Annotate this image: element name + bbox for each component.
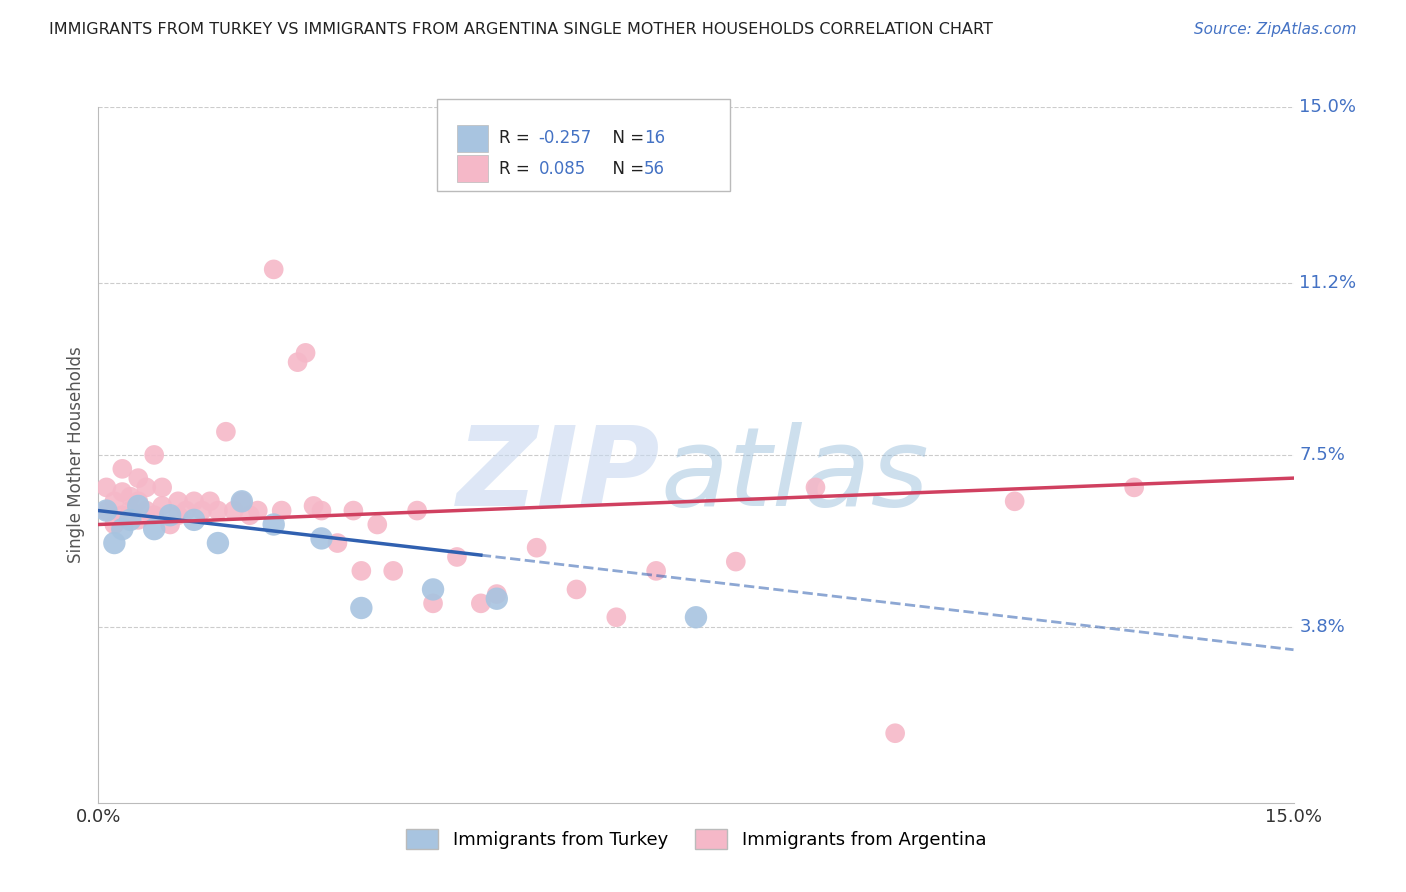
Point	[302, 499, 325, 513]
Point	[127, 494, 149, 508]
Point	[485, 591, 508, 606]
Point	[350, 601, 373, 615]
Point	[127, 513, 149, 527]
Text: N =: N =	[602, 160, 650, 178]
Point	[135, 480, 157, 494]
Text: -0.257: -0.257	[538, 129, 592, 147]
Point	[382, 564, 405, 578]
Point	[342, 503, 364, 517]
Point	[422, 582, 444, 597]
Point	[231, 494, 253, 508]
Text: IMMIGRANTS FROM TURKEY VS IMMIGRANTS FROM ARGENTINA SINGLE MOTHER HOUSEHOLDS COR: IMMIGRANTS FROM TURKEY VS IMMIGRANTS FRO…	[49, 22, 993, 37]
Point	[207, 503, 229, 517]
Point	[645, 564, 668, 578]
Point	[127, 471, 149, 485]
Point	[446, 549, 468, 564]
Point	[143, 448, 166, 462]
Y-axis label: Single Mother Households: Single Mother Households	[67, 347, 86, 563]
Point	[422, 596, 444, 610]
Point	[120, 513, 142, 527]
Point	[103, 536, 125, 550]
Point	[311, 503, 333, 517]
Point	[183, 513, 205, 527]
Text: Source: ZipAtlas.com: Source: ZipAtlas.com	[1194, 22, 1357, 37]
Text: 56: 56	[644, 160, 665, 178]
Text: R =: R =	[499, 160, 536, 178]
Point	[191, 503, 214, 517]
Point	[287, 355, 309, 369]
Text: 11.2%: 11.2%	[1299, 275, 1357, 293]
Point	[565, 582, 588, 597]
Point	[96, 503, 118, 517]
Point	[167, 494, 190, 508]
Point	[1123, 480, 1146, 494]
Point	[167, 508, 190, 523]
Point	[326, 536, 349, 550]
Point	[485, 587, 508, 601]
Point	[174, 503, 197, 517]
Point	[207, 536, 229, 550]
Point	[143, 522, 166, 536]
Point	[198, 494, 221, 508]
Point	[470, 596, 492, 610]
Point	[685, 610, 707, 624]
Point	[246, 503, 269, 517]
Point	[150, 480, 173, 494]
Point	[120, 490, 142, 504]
Point	[222, 503, 245, 517]
Text: 15.0%: 15.0%	[1299, 98, 1357, 116]
Point	[263, 262, 285, 277]
Point	[804, 480, 827, 494]
Point	[183, 494, 205, 508]
Point	[231, 494, 253, 508]
Text: 7.5%: 7.5%	[1299, 446, 1346, 464]
Point	[366, 517, 388, 532]
Point	[350, 564, 373, 578]
Point	[111, 462, 134, 476]
Point	[127, 499, 149, 513]
Point	[96, 480, 118, 494]
Point	[526, 541, 548, 555]
Point	[311, 532, 333, 546]
Point	[1004, 494, 1026, 508]
Text: N =: N =	[602, 129, 650, 147]
Point	[111, 522, 134, 536]
Point	[294, 346, 316, 360]
Text: 16: 16	[644, 129, 665, 147]
Point	[270, 503, 292, 517]
Point	[103, 517, 125, 532]
Point	[143, 508, 166, 523]
Text: atlas: atlas	[661, 422, 929, 529]
Text: 3.8%: 3.8%	[1299, 617, 1346, 635]
Legend: Immigrants from Turkey, Immigrants from Argentina: Immigrants from Turkey, Immigrants from …	[398, 822, 994, 856]
Text: 0.085: 0.085	[538, 160, 586, 178]
Point	[96, 503, 118, 517]
Point	[159, 517, 181, 532]
Point	[150, 499, 173, 513]
Point	[239, 508, 262, 523]
Point	[120, 503, 142, 517]
Point	[215, 425, 238, 439]
Point	[884, 726, 907, 740]
Point	[263, 517, 285, 532]
Point	[103, 494, 125, 508]
Point	[111, 508, 134, 523]
Point	[159, 508, 181, 523]
Point	[406, 503, 429, 517]
Point	[724, 555, 747, 569]
Text: ZIP: ZIP	[457, 422, 661, 529]
Text: R =: R =	[499, 129, 536, 147]
Point	[605, 610, 627, 624]
Point	[111, 485, 134, 500]
Point	[135, 503, 157, 517]
